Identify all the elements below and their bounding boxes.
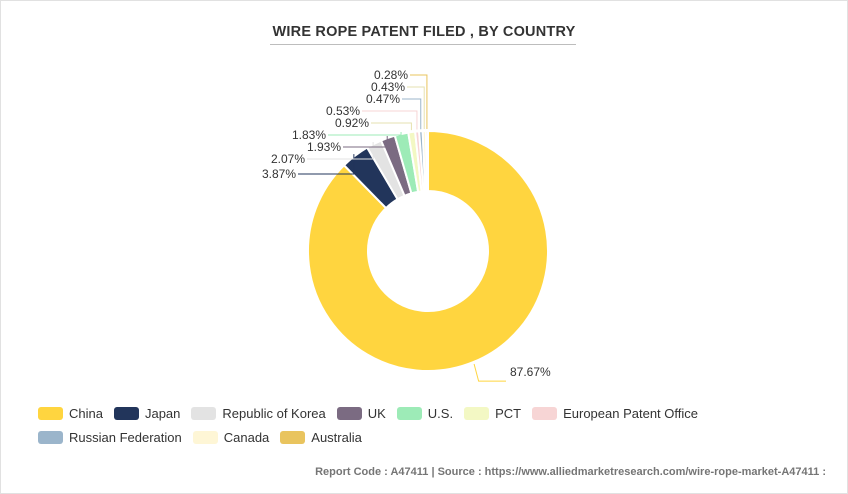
leader-line-u-s — [328, 132, 402, 136]
data-label-uk: 1.93% — [307, 140, 341, 154]
legend-swatch — [38, 406, 63, 420]
legend-label: China — [69, 405, 103, 421]
legend-item-australia[interactable]: Australia — [280, 428, 362, 446]
title-underline — [270, 44, 576, 45]
leader-line-canada — [407, 86, 425, 130]
leader-line-republic-of-korea — [307, 142, 374, 160]
legend-item-republic-of-korea[interactable]: Republic of Korea — [191, 404, 326, 422]
legend-swatch — [113, 406, 139, 420]
donut-chart: 87.67% 3.87%2.07%1.93%1.83% 0.92%0.53% 0.47… — [262, 68, 551, 382]
legend-item-european-patent-office[interactable]: European Patent Office — [532, 404, 698, 422]
data-label-canada: 0.43% — [371, 80, 405, 94]
legend-label: European Patent Office — [563, 405, 699, 421]
data-label-russian-federation: 0.47% — [366, 92, 400, 106]
legend-item-pct[interactable]: PCT — [464, 404, 521, 422]
data-label-u-s: 1.83% — [292, 128, 326, 142]
legend: China Japan Republic of Korea UK U.S. PCT Euro… — [38, 404, 838, 446]
footer-source: Report Code : A47411 | Source : https://… — [315, 466, 826, 478]
legend-label: Russian Federation — [69, 429, 182, 445]
legend-item-uk[interactable]: UK — [336, 404, 386, 422]
legend-swatch — [280, 430, 306, 444]
legend-label: U.S. — [427, 405, 454, 421]
legend-swatch — [464, 406, 490, 420]
data-label-australia: 0.28% — [374, 68, 408, 82]
data-label-pct: 0.92% — [335, 116, 369, 130]
legend-item-russian-federation[interactable]: Russian Federation — [38, 428, 182, 446]
data-label-european-patent-office: 0.53% — [326, 104, 360, 118]
leader-line-australia — [410, 74, 428, 130]
leader-line-japan — [298, 154, 355, 175]
legend-item-japan[interactable]: Japan — [113, 404, 181, 422]
leader-line-china — [473, 363, 506, 382]
legend-label: Republic of Korea — [222, 405, 326, 421]
leader-line-pct — [371, 122, 412, 131]
legend-swatch — [192, 430, 218, 444]
legend-swatch — [38, 430, 63, 444]
legend-swatch — [191, 406, 217, 420]
leader-line-uk — [343, 136, 388, 148]
leader-line-russian-federation — [402, 98, 422, 130]
legend-swatch — [336, 406, 362, 420]
legend-label: UK — [367, 405, 386, 421]
legend-label: Japan — [144, 405, 181, 421]
legend-label: Australia — [311, 429, 362, 445]
legend-item-canada[interactable]: Canada — [192, 428, 270, 446]
data-label-republic-of-korea: 2.07% — [271, 152, 305, 166]
legend-swatch — [532, 406, 558, 420]
legend-item-u-s[interactable]: U.S. — [396, 404, 454, 422]
legend-item-china[interactable]: China — [38, 404, 103, 422]
chart-title: WIRE ROPE PATENT FILED , BY COUNTRY — [272, 24, 576, 40]
legend-swatch — [396, 406, 422, 420]
legend-label: PCT — [495, 405, 522, 421]
data-label-china: 87.67% — [510, 365, 551, 379]
data-label-japan: 3.87% — [262, 167, 296, 181]
legend-label: Canada — [223, 429, 270, 445]
leader-line-european-patent-office — [362, 110, 418, 130]
slice-australia[interactable] — [424, 129, 429, 193]
